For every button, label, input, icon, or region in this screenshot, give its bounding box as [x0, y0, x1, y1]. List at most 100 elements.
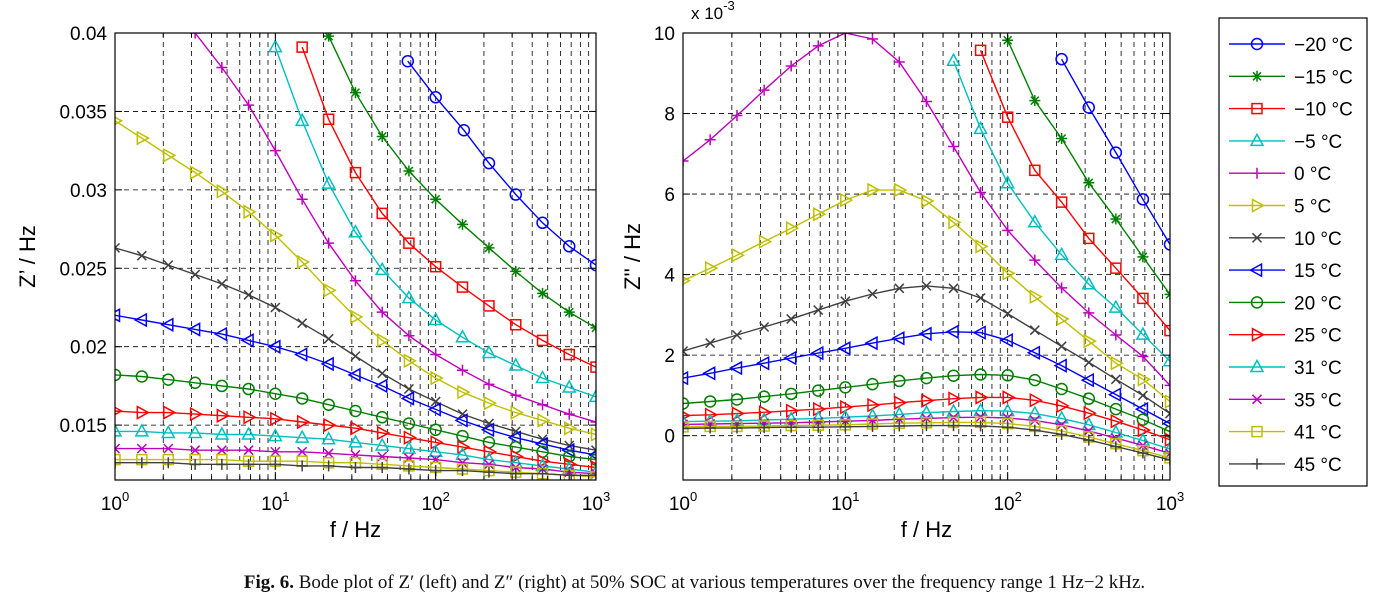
data-point: [322, 398, 335, 411]
data-point: [133, 312, 148, 328]
series-8: [683, 324, 1170, 429]
data-point: [216, 184, 230, 199]
data-point: [1083, 177, 1095, 189]
data-point: [785, 221, 800, 236]
data-point: [758, 84, 770, 96]
x-tick-label: 101: [261, 489, 289, 515]
data-point: [296, 41, 308, 53]
data-point: [1027, 405, 1043, 419]
data-point: [893, 56, 905, 68]
data-point: [323, 417, 337, 433]
series-1: [401, 54, 596, 272]
data-point: [973, 120, 988, 135]
data-point: [920, 420, 932, 432]
data-point: [189, 458, 201, 470]
data-point: [537, 413, 551, 428]
x-tick-label: 102: [421, 489, 449, 515]
data-point: [973, 402, 988, 416]
data-point: [115, 368, 122, 382]
series-line: [115, 120, 596, 436]
series-line: [194, 33, 596, 423]
data-point: [840, 399, 854, 415]
series-9: [115, 368, 596, 466]
data-point: [945, 324, 959, 340]
data-point: [561, 442, 575, 458]
data-point: [948, 283, 959, 294]
data-point: [190, 269, 201, 280]
data-point: [1002, 421, 1014, 433]
data-point: [1163, 238, 1170, 251]
data-point: [975, 186, 987, 198]
data-point: [893, 420, 905, 432]
series-line: [683, 373, 1170, 433]
data-point: [163, 405, 177, 420]
data-point: [376, 207, 388, 220]
legend-label: 45 °C: [1294, 455, 1342, 476]
y-tick-label: 0.02: [70, 338, 107, 359]
data-point: [1137, 422, 1151, 438]
data-point: [456, 364, 468, 376]
data-point: [403, 165, 415, 177]
data-point: [537, 399, 549, 411]
data-point: [215, 379, 229, 393]
legend-marker: [1251, 394, 1263, 405]
data-point: [323, 333, 334, 344]
data-point: [1083, 232, 1095, 245]
legend-marker: [1251, 425, 1263, 438]
data-point: [115, 116, 124, 126]
data-point: [189, 406, 204, 422]
data-point: [867, 182, 881, 198]
data-point: [975, 420, 987, 432]
data-point: [893, 374, 906, 388]
data-point: [683, 155, 689, 167]
series-3: [974, 44, 1170, 337]
data-point: [296, 414, 311, 430]
data-point: [892, 406, 907, 420]
data-point: [348, 224, 363, 238]
legend-label: 35 °C: [1294, 390, 1342, 411]
data-point: [136, 130, 150, 146]
series-line: [115, 374, 596, 461]
data-point: [1164, 324, 1170, 337]
y-tick-label: 10: [654, 24, 675, 45]
data-point: [216, 445, 227, 456]
legend-entry-7: 10 °C: [1229, 229, 1342, 250]
data-point: [321, 431, 336, 445]
data-point: [162, 457, 174, 469]
data-point: [590, 471, 596, 480]
data-point: [270, 411, 284, 427]
data-point: [561, 379, 577, 393]
data-point: [216, 408, 230, 423]
data-point: [1002, 308, 1013, 319]
data-point: [731, 422, 743, 434]
data-point: [403, 430, 417, 445]
data-point: [589, 258, 596, 272]
data-point: [243, 204, 257, 220]
data-point: [731, 248, 746, 263]
series-3: [296, 41, 596, 373]
data-point: [864, 335, 878, 351]
data-point: [1083, 425, 1094, 436]
data-point: [455, 446, 470, 461]
figure: 100 101 102 1030.0150.020.0250.030.0350.04f…: [15, 0, 1368, 542]
data-point: [347, 367, 361, 383]
data-point: [1162, 440, 1170, 455]
data-point: [376, 461, 388, 473]
data-point: [589, 453, 596, 466]
data-point: [349, 166, 362, 179]
data-point: [1029, 325, 1040, 336]
data-point: [703, 395, 717, 408]
data-point: [323, 448, 334, 459]
data-point: [839, 381, 852, 394]
data-point: [1002, 224, 1014, 236]
legend-label: 25 °C: [1294, 326, 1342, 347]
data-point: [457, 384, 471, 400]
data-point: [482, 156, 496, 170]
data-point: [323, 282, 337, 298]
data-point: [510, 318, 522, 331]
data-point: [429, 423, 442, 437]
data-point: [537, 453, 551, 469]
data-point: [1110, 213, 1122, 225]
data-point: [454, 413, 468, 428]
data-point: [1164, 432, 1170, 447]
